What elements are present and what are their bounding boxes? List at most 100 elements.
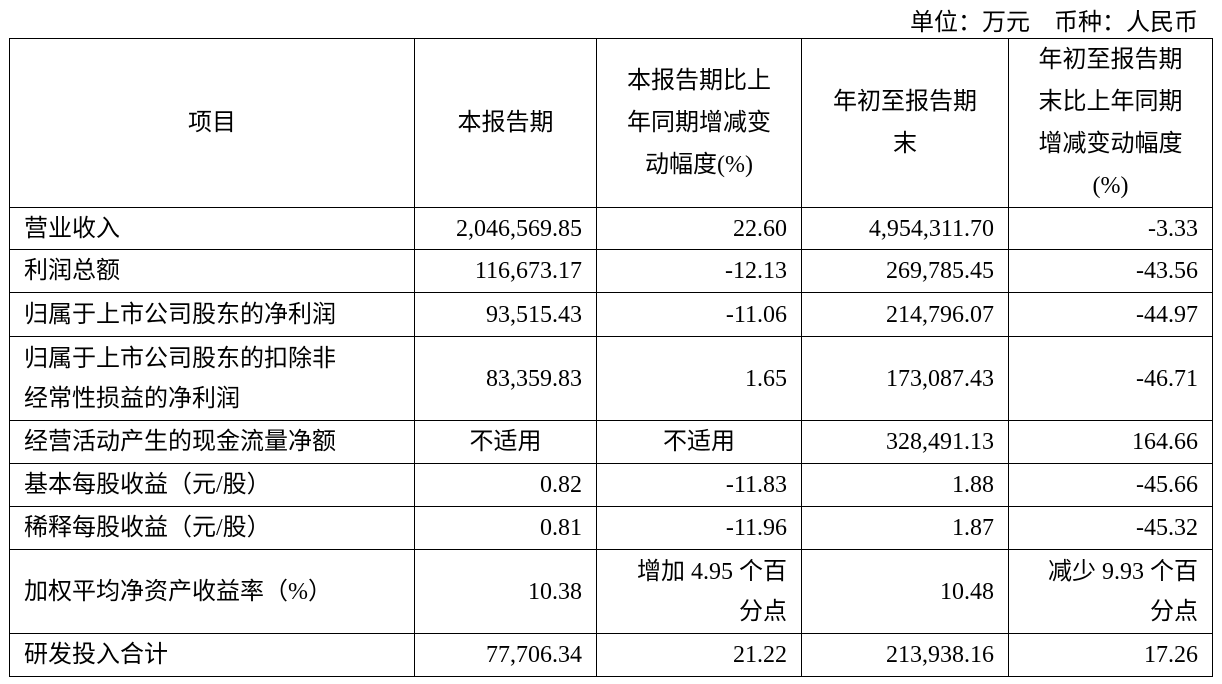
cell-text-line: 0.81 [540,515,582,541]
cell-text-line: 研发投入合计 [24,642,168,668]
value-cell: 21.22 [596,633,802,677]
cell-text-line: 213,938.16 [886,642,994,668]
table-row: 利润总额 116,673.17 -12.13 269,785.45 -43.56 [9,249,1213,293]
cell-text-line: 214,796.07 [886,301,994,328]
table-row: 营业收入 2,046,569.85 22.60 4,954,311.70 -3.33 [9,207,1213,250]
cell-text-line: 22.60 [733,215,787,242]
value-cell: -45.66 [1008,463,1213,507]
cell-text-line: 归属于上市公司股东的扣除非 [24,345,336,372]
cell-text-line: 2,046,569.85 [456,215,582,242]
value-cell: -11.06 [596,292,802,337]
cell-text-line: -11.96 [725,515,787,541]
cell-text-line: 稀释每股收益（元/股） [24,515,271,541]
cell-text-line: 基本每股收益（元/股） [24,472,271,498]
row-label: 研发投入合计 [9,633,415,677]
cell-text-line: 增加 4.95 个百 [637,558,787,585]
row-label: 加权平均净资产收益率（%） [9,549,415,634]
cell-text-line: 年同期增减变 [627,110,771,136]
value-cell: 不适用 [596,420,802,464]
value-cell: 173,087.43 [801,336,1009,421]
value-cell: 1.87 [801,506,1009,550]
cell-text-line: 不适用 [663,429,735,455]
row-label: 稀释每股收益（元/股） [9,506,415,550]
value-cell: 10.38 [414,549,597,634]
column-header: 年初至报告期 末比上年同期 增减变动幅度 (%) [1008,38,1213,208]
row-label: 经营活动产生的现金流量净额 [9,420,415,464]
value-cell: -44.97 [1008,292,1213,337]
cell-text-line: 10.38 [528,578,582,605]
cell-text-line: 93,515.43 [486,301,582,328]
table-row: 研发投入合计 77,706.34 21.22 213,938.16 17.26 [9,633,1213,677]
cell-text-line: 83,359.83 [486,365,582,392]
value-cell: 214,796.07 [801,292,1009,337]
value-cell: -46.71 [1008,336,1213,421]
cell-text-line: 增减变动幅度 [1038,131,1183,157]
table-row: 基本每股收益（元/股） 0.82 -11.83 1.88 -45.66 [9,463,1213,507]
column-header: 项目 [9,38,415,208]
value-cell: 93,515.43 [414,292,597,337]
value-cell: 116,673.17 [414,249,597,293]
row-label: 归属于上市公司股东的净利润 [9,292,415,337]
cell-text-line: 1.65 [745,365,787,392]
value-cell: -3.33 [1008,207,1213,250]
cell-text-line: 本报告期 [457,110,554,136]
header-row: 项目 本报告期 本报告期比上 年同期增减变 动幅度(%) 年初至报告期末年初至报告期 末比上… [9,38,1213,208]
cell-text-line: 10.48 [940,578,994,605]
cell-text-line: -45.32 [1136,515,1198,541]
cell-text-line: (%) [1092,173,1129,199]
value-cell: -43.56 [1008,249,1213,293]
value-cell: 17.26 [1008,633,1213,677]
table-row: 归属于上市公司股东的净利润 93,515.43 -11.06 214,796.07 -4… [9,292,1213,337]
cell-text-line: 经营活动产生的现金流量净额 [24,429,336,455]
cell-text-line: 17.26 [1144,642,1198,668]
cell-text-line: 末 [893,131,917,157]
cell-text-line: 不适用 [469,429,542,455]
value-cell: -45.32 [1008,506,1213,550]
cell-text-line: -11.06 [725,301,787,328]
cell-text-line: 减少 9.93 个百 [1048,558,1198,585]
table-row: 加权平均净资产收益率（%） 10.38 增加 4.95 个百分点 10.48 减少 9.… [9,549,1213,634]
column-header: 年初至报告期末 [801,38,1009,208]
cell-text-line: 营业收入 [24,215,120,242]
value-cell: 10.48 [801,549,1009,634]
financial-data-table: 项目 本报告期 本报告期比上 年同期增减变 动幅度(%) 年初至报告期末年初至报告期 末比上… [9,38,1213,677]
value-cell: 83,359.83 [414,336,597,421]
value-cell: 增加 4.95 个百分点 [596,549,802,634]
cell-text-line: 0.82 [540,472,582,498]
value-cell: 2,046,569.85 [414,207,597,250]
value-cell: 77,706.34 [414,633,597,677]
value-cell: 1.88 [801,463,1009,507]
cell-text-line: 116,673.17 [474,258,582,284]
cell-text-line: 分点 [739,598,787,625]
value-cell: 328,491.13 [801,420,1009,464]
value-cell: -12.13 [596,249,802,293]
cell-text-line: -3.33 [1148,215,1198,242]
cell-text-line: 年初至报告期 [833,89,977,115]
cell-text-line: 77,706.34 [486,642,582,668]
cell-text-line: -43.56 [1136,258,1198,284]
table-row: 经营活动产生的现金流量净额 不适用 不适用 328,491.13 164.66 [9,420,1213,464]
cell-text-line: -12.13 [725,258,787,284]
value-cell: -11.83 [596,463,802,507]
cell-text-line: 动幅度(%) [645,152,753,178]
cell-text-line: 1.88 [952,472,994,498]
column-header: 本报告期比上 年同期增减变 动幅度(%) [596,38,802,208]
table-row: 稀释每股收益（元/股） 0.81 -11.96 1.87 -45.32 [9,506,1213,550]
cell-text-line: 分点 [1150,598,1198,625]
cell-text-line: -45.66 [1136,472,1198,498]
cell-text-line: 173,087.43 [886,365,994,392]
cell-text-line: -11.83 [725,472,787,498]
cell-text-line: -44.97 [1136,301,1198,328]
cell-text-line: 本报告期比上 [627,68,771,94]
cell-text-line: -46.71 [1136,365,1198,392]
cell-text-line: 利润总额 [24,258,120,284]
row-label: 营业收入 [9,207,415,250]
cell-text-line: 归属于上市公司股东的净利润 [24,301,336,328]
value-cell: 0.82 [414,463,597,507]
value-cell: 213,938.16 [801,633,1009,677]
value-cell: 不适用 [414,420,597,464]
cell-text-line: 加权平均净资产收益率（%） [24,578,332,605]
value-cell: 269,785.45 [801,249,1009,293]
cell-text-line: 21.22 [733,642,787,668]
cell-text-line: 末比上年同期 [1038,89,1183,115]
